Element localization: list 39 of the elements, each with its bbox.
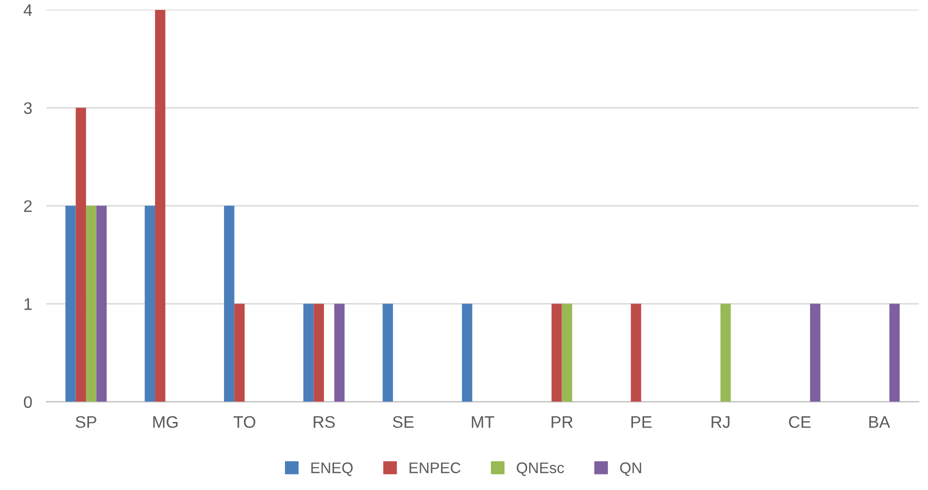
x-tick-label: BA	[869, 416, 890, 428]
legend-label: QN	[620, 462, 642, 476]
x-tick-label: RJ	[712, 416, 730, 428]
bar	[314, 304, 324, 402]
bar	[630, 304, 642, 402]
y-tick-label: 3	[24, 102, 32, 114]
bar	[552, 304, 562, 402]
bar	[144, 206, 156, 402]
x-tick-label: SE	[392, 416, 414, 428]
bar	[76, 108, 86, 402]
bar	[462, 304, 472, 402]
legend-label: ENEQ	[311, 462, 353, 476]
x-tick-label: TO	[234, 416, 256, 428]
bar	[889, 304, 900, 402]
bar	[96, 206, 107, 402]
y-tick-label: 0	[24, 396, 32, 408]
x-tick-label: RS	[314, 416, 335, 428]
bar	[86, 206, 96, 402]
bar	[382, 304, 393, 402]
bar	[810, 304, 820, 402]
bar	[334, 304, 345, 402]
bar	[720, 304, 731, 402]
x-tick-label: MG	[153, 416, 178, 428]
bar	[155, 10, 166, 402]
bar	[65, 206, 76, 402]
x-tick-label: SP	[76, 416, 96, 428]
y-tick-label: 4	[24, 4, 32, 16]
y-tick-label: 2	[24, 200, 32, 212]
legend-label: QNEsc	[516, 462, 564, 476]
x-tick-label: CE	[789, 416, 811, 428]
bar	[224, 206, 234, 402]
x-tick-label: MT	[472, 416, 494, 428]
bar	[303, 304, 314, 402]
bar	[562, 304, 572, 402]
legend-label: ENPEC	[410, 462, 460, 474]
x-tick-label: PE	[631, 416, 652, 428]
x-tick-label: PR	[552, 416, 573, 428]
y-tick-label: 1	[24, 298, 32, 310]
bar	[234, 304, 245, 402]
